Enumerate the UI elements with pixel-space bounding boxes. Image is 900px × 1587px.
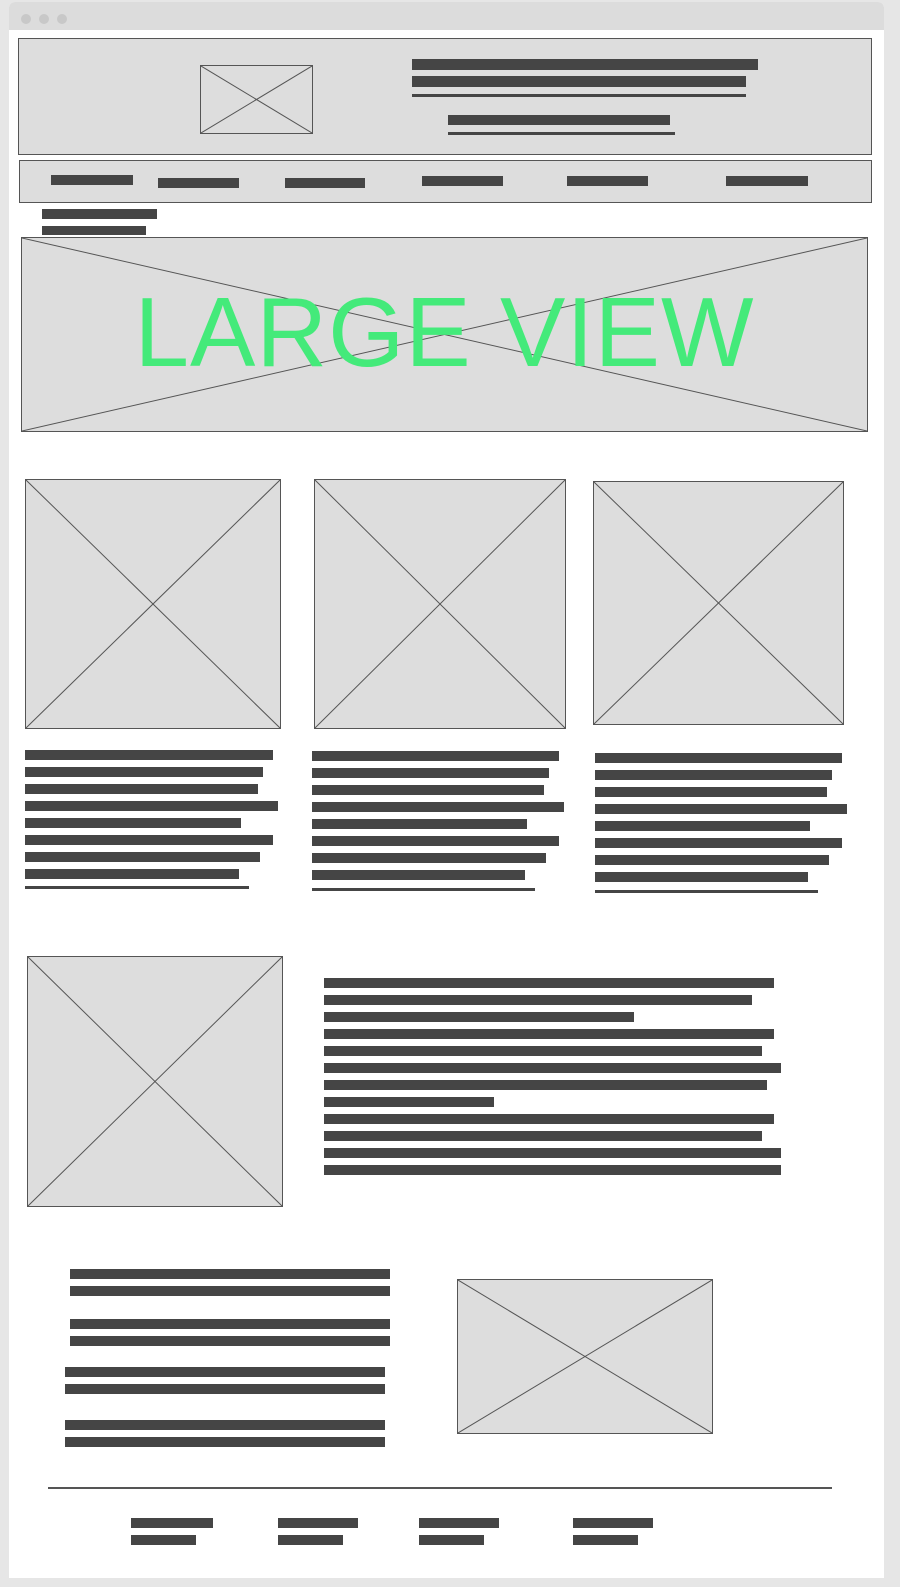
logo-placeholder-icon bbox=[200, 65, 313, 134]
header-underline bbox=[412, 94, 746, 97]
card-1-underline bbox=[25, 886, 249, 889]
promo-text-line bbox=[70, 1286, 390, 1296]
close-dot[interactable] bbox=[21, 14, 31, 24]
footer-link[interactable] bbox=[573, 1535, 638, 1545]
card-3-underline bbox=[595, 890, 818, 893]
feature-text-line bbox=[324, 1165, 781, 1175]
promo-image-icon[interactable] bbox=[457, 1279, 713, 1434]
header-subtitle-underline bbox=[448, 132, 675, 135]
card-2-text-line bbox=[312, 836, 559, 846]
nav-item-4[interactable] bbox=[422, 176, 503, 186]
header-title-line bbox=[412, 59, 758, 70]
card-3-text-line bbox=[595, 855, 829, 865]
footer-link[interactable] bbox=[278, 1518, 358, 1528]
feature-text-line bbox=[324, 1114, 774, 1124]
feature-text-line bbox=[324, 1080, 767, 1090]
card-2-image-icon[interactable] bbox=[314, 479, 566, 729]
card-2-text-line bbox=[312, 785, 544, 795]
card-3-image-icon[interactable] bbox=[593, 481, 844, 725]
footer-link[interactable] bbox=[419, 1535, 484, 1545]
window-titlebar bbox=[9, 2, 884, 30]
footer-link[interactable] bbox=[131, 1535, 196, 1545]
card-2-text-line bbox=[312, 751, 559, 761]
card-1-image-icon[interactable] bbox=[25, 479, 281, 729]
card-2-underline bbox=[312, 888, 535, 891]
feature-image-icon[interactable] bbox=[27, 956, 283, 1207]
maximize-dot[interactable] bbox=[57, 14, 67, 24]
promo-text-line bbox=[70, 1336, 390, 1346]
card-2-text-line bbox=[312, 853, 546, 863]
header-subtitle-line bbox=[448, 115, 670, 125]
card-1-text-line bbox=[25, 835, 273, 845]
feature-text-line bbox=[324, 995, 752, 1005]
large-view-label: LARGE VIEW bbox=[134, 277, 755, 387]
card-3-text-line bbox=[595, 872, 808, 882]
nav-item-1[interactable] bbox=[51, 175, 133, 185]
card-3-text-line bbox=[595, 821, 810, 831]
card-3-text-line bbox=[595, 787, 827, 797]
card-1-text-line bbox=[25, 750, 273, 760]
minimize-dot[interactable] bbox=[39, 14, 49, 24]
promo-text-line bbox=[70, 1319, 390, 1329]
large-view-placeholder-icon bbox=[21, 237, 868, 432]
nav-item-2[interactable] bbox=[158, 178, 239, 188]
card-2-text-line bbox=[312, 768, 549, 778]
footer-link[interactable] bbox=[573, 1518, 653, 1528]
promo-text-line bbox=[65, 1384, 385, 1394]
card-3-text-line bbox=[595, 753, 842, 763]
feature-text-line bbox=[324, 1063, 781, 1073]
breadcrumb-line[interactable] bbox=[42, 209, 157, 219]
feature-text-line bbox=[324, 978, 774, 988]
promo-text-line bbox=[65, 1420, 385, 1430]
header-title-line bbox=[412, 76, 746, 87]
footer-link[interactable] bbox=[278, 1535, 343, 1545]
footer-divider bbox=[48, 1487, 832, 1489]
footer-link[interactable] bbox=[419, 1518, 499, 1528]
card-1-text-line bbox=[25, 801, 278, 811]
nav-item-6[interactable] bbox=[726, 176, 808, 186]
promo-text-line bbox=[65, 1367, 385, 1377]
card-3-text-line bbox=[595, 838, 842, 848]
feature-text-line bbox=[324, 1131, 762, 1141]
promo-text-line bbox=[65, 1437, 385, 1447]
nav-item-5[interactable] bbox=[567, 176, 648, 186]
feature-text-line bbox=[324, 1029, 774, 1039]
card-3-text-line bbox=[595, 770, 832, 780]
feature-text-line bbox=[324, 1012, 634, 1022]
nav-item-3[interactable] bbox=[285, 178, 365, 188]
breadcrumb-line[interactable] bbox=[42, 226, 146, 235]
card-1-text-line bbox=[25, 767, 263, 777]
promo-text-line bbox=[70, 1269, 390, 1279]
card-1-text-line bbox=[25, 869, 239, 879]
card-1-text-line bbox=[25, 818, 241, 828]
card-1-text-line bbox=[25, 784, 258, 794]
card-2-text-line bbox=[312, 819, 527, 829]
card-2-text-line bbox=[312, 870, 525, 880]
card-3-text-line bbox=[595, 804, 847, 814]
feature-text-line bbox=[324, 1148, 781, 1158]
card-2-text-line bbox=[312, 802, 564, 812]
card-1-text-line bbox=[25, 852, 260, 862]
feature-text-line bbox=[324, 1097, 494, 1107]
feature-text-line bbox=[324, 1046, 762, 1056]
footer-link[interactable] bbox=[131, 1518, 213, 1528]
